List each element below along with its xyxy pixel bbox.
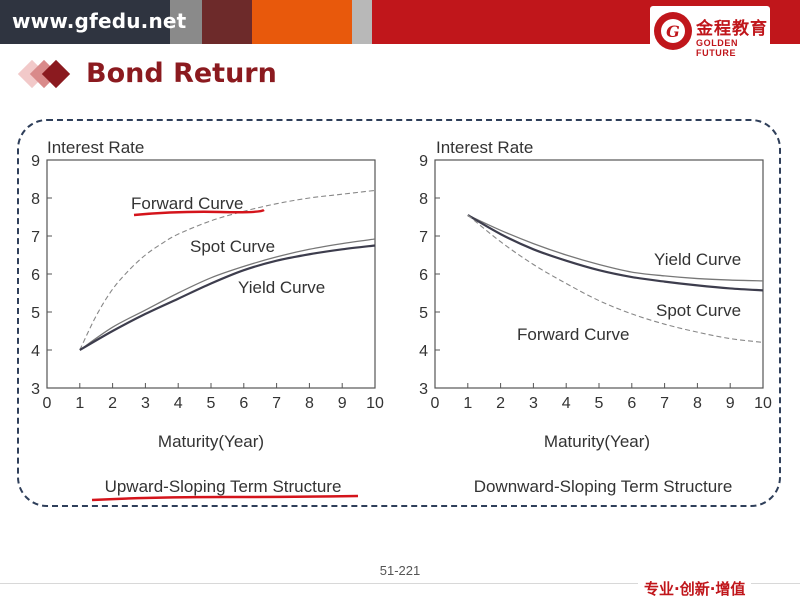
- logo-emblem-icon: G: [654, 12, 692, 50]
- y-tick-label: 9: [31, 153, 40, 170]
- yield-curve-line: [79, 244, 376, 351]
- y-tick-label: 9: [419, 153, 428, 170]
- x-tick-label: 0: [431, 395, 440, 412]
- y-tick-label: 6: [419, 267, 428, 284]
- x-tick-label: 1: [463, 395, 472, 412]
- y-tick-label: 3: [419, 381, 428, 398]
- x-axis-label: Maturity(Year): [158, 432, 264, 451]
- x-tick-label: 6: [239, 395, 248, 412]
- x-tick-label: 10: [366, 395, 384, 412]
- header-segment: [202, 0, 252, 44]
- x-tick-label: 1: [75, 395, 84, 412]
- y-tick-label: 8: [419, 191, 428, 208]
- y-tick-label: 7: [419, 229, 428, 246]
- forward-curve-line: [79, 189, 376, 351]
- page-number: 51-221: [379, 563, 421, 578]
- spot-curve-label: Spot Curve: [190, 237, 275, 256]
- x-tick-label: 4: [174, 395, 183, 412]
- x-tick-label: 10: [754, 395, 772, 412]
- spot-curve-line: [467, 214, 764, 292]
- y-axis-label: Interest Rate: [47, 138, 144, 157]
- x-tick-label: 2: [496, 395, 505, 412]
- header-segment: [170, 0, 202, 44]
- yield-curve-label: Yield Curve: [238, 278, 325, 297]
- x-tick-label: 7: [272, 395, 281, 412]
- y-tick-label: 3: [31, 381, 40, 398]
- y-tick-label: 4: [31, 343, 40, 360]
- page-title: Bond Return: [86, 58, 277, 89]
- y-tick-label: 8: [31, 191, 40, 208]
- plot-area: [434, 159, 764, 389]
- x-tick-label: 5: [207, 395, 216, 412]
- header-segment: [0, 0, 170, 44]
- title-diamonds-icon: [17, 59, 71, 89]
- x-tick-label: 6: [627, 395, 636, 412]
- forward-curve-line: [467, 214, 764, 343]
- x-axis-label: Maturity(Year): [544, 432, 650, 451]
- header-segment: [352, 0, 372, 44]
- x-tick-label: 4: [562, 395, 571, 412]
- y-tick-label: 5: [419, 305, 428, 322]
- footer-divider: [0, 583, 800, 584]
- y-tick-label: 4: [419, 343, 428, 360]
- forward-curve-label: Forward Curve: [517, 325, 629, 344]
- charts-frame: [17, 119, 781, 507]
- y-tick-label: 5: [31, 305, 40, 322]
- x-tick-label: 9: [338, 395, 347, 412]
- y-tick-label: 7: [31, 229, 40, 246]
- forward-curve-label: Forward Curve: [131, 194, 243, 213]
- x-tick-label: 9: [726, 395, 735, 412]
- spot-curve-label: Spot Curve: [656, 301, 741, 320]
- footer-slogan: 专业·创新·增值: [638, 578, 752, 599]
- logo-chinese-name: 金程教育: [696, 19, 768, 39]
- yield-curve-label: Yield Curve: [654, 250, 741, 269]
- y-axis-label: Interest Rate: [436, 138, 533, 157]
- caption-underline: [91, 494, 359, 502]
- x-tick-label: 7: [660, 395, 669, 412]
- site-url[interactable]: www.gfedu.net: [12, 9, 187, 33]
- chart-caption: Downward-Sloping Term Structure: [474, 477, 733, 496]
- logo-letter: G: [666, 22, 680, 41]
- forward-label-underline: [133, 208, 265, 217]
- y-tick-label: 6: [31, 267, 40, 284]
- header-segment: [252, 0, 352, 44]
- x-tick-label: 3: [141, 395, 150, 412]
- yield-curve-line: [467, 214, 764, 282]
- x-tick-label: 8: [693, 395, 702, 412]
- chart-caption: Upward-Sloping Term Structure: [105, 477, 342, 496]
- x-tick-label: 5: [595, 395, 604, 412]
- x-tick-label: 0: [43, 395, 52, 412]
- logo-english-name: GOLDEN FUTURE: [696, 38, 739, 58]
- x-tick-label: 3: [529, 395, 538, 412]
- company-logo: G 金程教育 GOLDEN FUTURE: [650, 6, 770, 58]
- x-tick-label: 2: [108, 395, 117, 412]
- x-tick-label: 8: [305, 395, 314, 412]
- spot-curve-line: [79, 238, 376, 351]
